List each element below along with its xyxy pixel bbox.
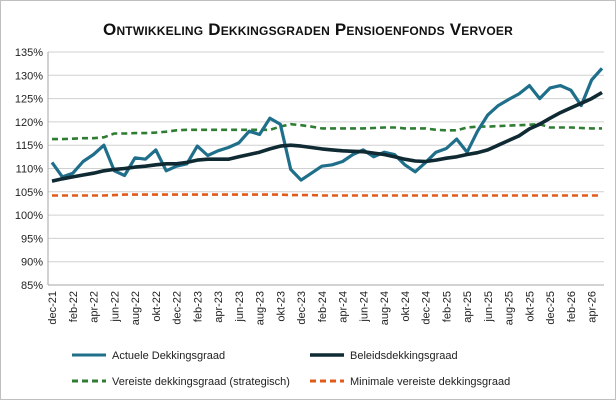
series-line-3 bbox=[52, 193, 602, 197]
series-line-0 bbox=[50, 67, 604, 182]
x-tick-label: aug-24 bbox=[379, 291, 391, 325]
x-tick-label: apr-23 bbox=[213, 291, 225, 323]
x-tick-label: apr-24 bbox=[338, 291, 350, 323]
x-tick-label: okt-23 bbox=[275, 291, 287, 322]
x-tick-label: jun-23 bbox=[234, 291, 246, 323]
x-tick-label: okt-22 bbox=[151, 291, 163, 322]
x-tick-label: dec-25 bbox=[545, 291, 557, 325]
legend-label-2: Vereiste dekkingsgraad (strategisch) bbox=[112, 376, 290, 388]
series-line-1 bbox=[51, 90, 603, 183]
y-tick-label: 95% bbox=[21, 233, 43, 245]
y-tick-label: 105% bbox=[15, 187, 43, 199]
x-tick-label: apr-22 bbox=[89, 291, 101, 323]
x-tick-label: feb-23 bbox=[192, 291, 204, 322]
series-line-2 bbox=[52, 122, 602, 141]
y-axis-ticks: 85% 90% 95% 100% 105% 110% 115% 120% 125% 130% 135… bbox=[15, 47, 43, 292]
x-tick-label: dec-21 bbox=[47, 291, 59, 325]
x-tick-label: feb-22 bbox=[68, 291, 80, 322]
x-tick-label: jun-24 bbox=[358, 291, 370, 323]
x-tick-label: feb-24 bbox=[317, 291, 329, 322]
x-tick-label: feb-25 bbox=[441, 291, 453, 322]
x-tick-label: dec-23 bbox=[296, 291, 308, 325]
legend-label-0: Actuele Dekkingsgraad bbox=[112, 350, 225, 362]
x-tick-label: dec-24 bbox=[421, 291, 433, 325]
y-tick-label: 115% bbox=[16, 140, 44, 152]
x-tick-label: jun-25 bbox=[483, 291, 495, 323]
legend-label-1: Beleidsdekkingsgraad bbox=[350, 350, 458, 362]
chart-title: Ontwikkeling Dekkingsgraden Pensioenfond… bbox=[103, 20, 513, 39]
y-tick-label: 90% bbox=[21, 257, 43, 269]
x-tick-label: apr-26 bbox=[587, 291, 599, 323]
x-tick-label: dec-22 bbox=[172, 291, 184, 325]
y-tick-label: 110% bbox=[16, 164, 44, 176]
y-tick-label: 120% bbox=[15, 117, 43, 129]
x-tick-label: okt-25 bbox=[524, 291, 536, 322]
x-tick-label: aug-23 bbox=[255, 291, 267, 325]
series-lines bbox=[50, 67, 604, 197]
x-tick-label: feb-26 bbox=[566, 291, 578, 322]
x-tick-label: jun-22 bbox=[109, 291, 121, 323]
y-tick-label: 85% bbox=[21, 280, 43, 292]
x-tick-label: aug-25 bbox=[504, 291, 516, 325]
legend-label-3: Minimale vereiste dekkingsgraad bbox=[350, 376, 510, 388]
y-tick-label: 130% bbox=[15, 70, 43, 82]
y-tick-label: 135% bbox=[15, 47, 43, 59]
x-axis-ticks: dec-21 feb-22 apr-22 jun-22 aug-22 okt-22 dec-… bbox=[47, 291, 599, 325]
x-tick-label: apr-25 bbox=[462, 291, 474, 323]
x-tick-label: aug-22 bbox=[130, 291, 142, 325]
y-tick-label: 100% bbox=[15, 210, 43, 222]
grid bbox=[47, 51, 604, 286]
x-tick-label: okt-24 bbox=[400, 291, 412, 322]
legend: Actuele Dekkingsgraad Beleidsdekkingsgraa… bbox=[72, 350, 510, 388]
y-tick-label: 125% bbox=[15, 94, 43, 106]
